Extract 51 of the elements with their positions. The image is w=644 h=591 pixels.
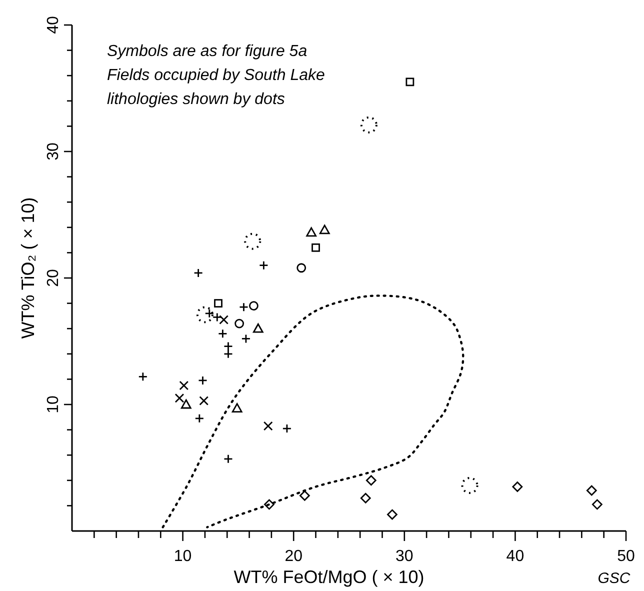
y-axis-title: WT% TiO₂ ( × 10): [18, 197, 38, 339]
point: [263, 421, 273, 431]
annotation: lithologies shown by dots: [107, 91, 285, 108]
point: [282, 424, 292, 434]
point: [592, 499, 602, 510]
point: [586, 485, 597, 496]
point: [241, 334, 251, 344]
point: [319, 224, 330, 234]
point: [252, 323, 264, 333]
point: [232, 403, 242, 412]
y-tick-label: 20: [45, 269, 62, 287]
point: [387, 509, 398, 520]
annotation: Symbols are as for figure 5a: [107, 43, 308, 60]
point: [264, 499, 274, 510]
y-tick-label: 40: [45, 16, 62, 34]
point: [180, 399, 192, 409]
point: [214, 299, 222, 308]
x-tick-label: 50: [617, 548, 635, 565]
point: [406, 78, 414, 86]
point: [234, 318, 244, 328]
point: [219, 315, 228, 324]
point: [194, 414, 204, 424]
point: [306, 227, 317, 237]
x-tick-label: 20: [284, 548, 303, 565]
point: [299, 490, 310, 501]
point: [360, 116, 378, 134]
x-tick-label: 30: [396, 548, 414, 565]
point: [196, 306, 214, 324]
y-tick-label: 10: [45, 396, 62, 414]
point: [244, 232, 262, 250]
point: [296, 263, 306, 273]
line-series: [162, 294, 464, 528]
point: [512, 482, 523, 492]
x-axis-title: WT% FeOt/MgO ( × 10): [234, 567, 424, 587]
point: [360, 492, 371, 504]
point: [239, 302, 248, 312]
point: [366, 475, 376, 486]
point: [249, 301, 258, 311]
point: [199, 396, 209, 406]
point: [312, 243, 320, 252]
point: [174, 393, 184, 403]
point: [224, 454, 233, 464]
y-tick-label: 30: [45, 142, 62, 160]
point: [194, 268, 204, 278]
annotation: Fields occupied by South Lake: [107, 67, 326, 84]
x-tick-label: 10: [174, 548, 192, 565]
point: [138, 372, 148, 382]
point: [461, 476, 478, 494]
point: [179, 380, 189, 390]
x-tick-label: 40: [506, 548, 524, 565]
text: GSC: [598, 570, 630, 587]
